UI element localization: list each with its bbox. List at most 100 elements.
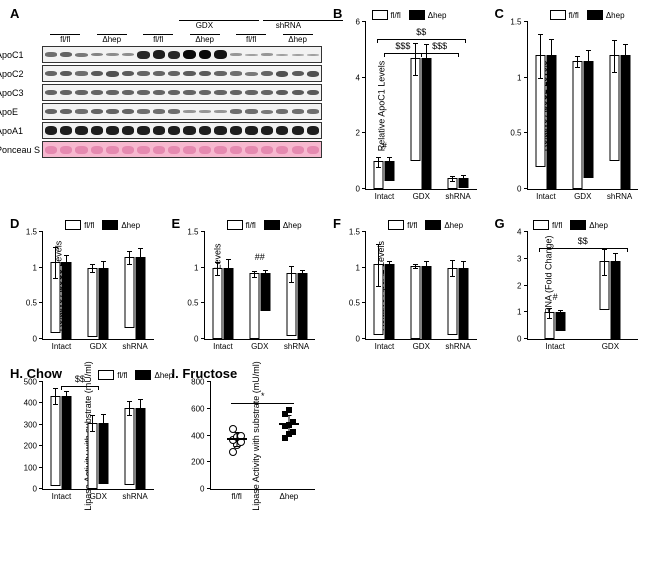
panel-A-label: A xyxy=(10,6,19,21)
annotation-bracket xyxy=(61,386,98,387)
blot-lane xyxy=(151,85,166,100)
y-tick xyxy=(201,231,205,232)
error-bar xyxy=(55,388,56,405)
legend-flfl: fl/fl xyxy=(117,371,127,380)
legend-dhep: Δhep xyxy=(283,221,302,230)
blot-row-ApoC2: ApoC2 xyxy=(42,65,322,82)
blot-band xyxy=(45,126,57,135)
blot-band xyxy=(75,126,87,135)
blot-band xyxy=(153,146,165,154)
annotation: # xyxy=(382,141,387,151)
error-bar xyxy=(236,432,237,447)
bar-group-Intact xyxy=(51,396,72,489)
blot-lane xyxy=(197,66,212,81)
bar-dhep xyxy=(620,55,630,189)
blot-lane xyxy=(182,123,197,138)
blot-lane xyxy=(120,104,135,119)
blot-lane xyxy=(259,47,274,62)
blot-sub-1: Δhep xyxy=(88,34,134,44)
error-bar xyxy=(129,401,130,416)
bar-dhep xyxy=(260,273,270,311)
blot-band xyxy=(122,109,134,114)
y-tick-label: 4 xyxy=(517,228,521,237)
blot-band xyxy=(245,90,257,95)
blot-lane xyxy=(213,47,228,62)
x-tick-label: shRNA xyxy=(445,342,470,351)
bar-group-shRNA xyxy=(448,268,469,339)
y-tick xyxy=(207,461,211,462)
blot-band xyxy=(292,54,304,56)
blot-band xyxy=(137,71,149,76)
bar-group-GDX xyxy=(88,423,109,489)
y-tick-label: 2 xyxy=(356,129,360,138)
legend-flfl: fl/fl xyxy=(569,11,579,20)
blot-band xyxy=(122,71,134,77)
blot-band xyxy=(60,146,72,154)
y-tick-label: 500 xyxy=(24,378,37,387)
y-tick xyxy=(207,381,211,382)
error-bar xyxy=(551,39,552,72)
y-tick-label: 3 xyxy=(517,254,521,263)
y-tick xyxy=(524,77,528,78)
blot-lane xyxy=(43,104,58,119)
chart-G: AR mRNA (Fold Change)01234fl/flΔhepIntac… xyxy=(527,232,639,340)
bar-flfl xyxy=(448,178,458,189)
blot-band xyxy=(230,109,242,114)
error-bar xyxy=(378,244,379,287)
blot-lane xyxy=(275,66,290,81)
chart-E: Relative ApoE Levels00.511.5fl/flΔhepInt… xyxy=(204,232,316,340)
blot-band xyxy=(137,109,149,114)
blot-lane xyxy=(290,47,305,62)
chart-legend: fl/flΔhep xyxy=(65,220,140,230)
blot-band xyxy=(183,50,195,60)
y-tick xyxy=(524,188,528,189)
y-tick-label: 0.5 xyxy=(349,299,360,308)
blot-lane xyxy=(105,66,120,81)
x-tick-label: GDX xyxy=(90,492,107,501)
blot-lane xyxy=(197,104,212,119)
blot-lane xyxy=(74,47,89,62)
blot-lane xyxy=(136,47,151,62)
blot-band xyxy=(45,146,57,154)
x-tick-label: shRNA xyxy=(122,492,147,501)
y-tick-label: 200 xyxy=(24,442,37,451)
blot-lane xyxy=(58,123,73,138)
y-tick xyxy=(524,285,528,286)
x-tick-label: shRNA xyxy=(607,192,632,201)
y-tick-label: 1.5 xyxy=(187,228,198,237)
blot-lane xyxy=(182,66,197,81)
y-tick-label: 0 xyxy=(33,485,37,494)
blot-rowlabel: ApoA1 xyxy=(0,126,42,136)
blot-lane xyxy=(305,47,320,62)
blot-strip xyxy=(42,103,322,120)
annotation: * xyxy=(261,391,265,401)
error-bar xyxy=(389,157,390,165)
blot-band xyxy=(245,109,257,114)
bar-group-shRNA xyxy=(286,273,307,339)
y-tick xyxy=(207,488,211,489)
blot-lane xyxy=(167,85,182,100)
blot-band xyxy=(45,90,57,95)
blot-lane xyxy=(105,123,120,138)
blot-band xyxy=(261,146,273,154)
error-bar xyxy=(615,253,616,269)
bar-group-shRNA xyxy=(448,178,469,189)
blot-lane xyxy=(244,142,259,157)
bar-dhep xyxy=(583,61,593,178)
blot-lane xyxy=(120,66,135,81)
blot-top-shrna: shRNA xyxy=(263,20,313,30)
blot-band xyxy=(122,90,134,95)
bar-group-Intact xyxy=(374,161,395,189)
legend-dhep: Δhep xyxy=(589,221,608,230)
y-tick xyxy=(39,467,43,468)
error-bar xyxy=(217,262,218,276)
blot-band xyxy=(91,146,103,154)
blot-sub-0: fl/fl xyxy=(42,34,88,44)
blot-rowlabel: ApoE xyxy=(0,107,42,117)
blot-lane xyxy=(74,85,89,100)
blot-strip xyxy=(42,141,322,158)
blot-lane xyxy=(213,85,228,100)
blot-lane xyxy=(89,123,104,138)
panel-B-label: B xyxy=(333,6,342,21)
blot-row-Ponceau S: Ponceau S xyxy=(42,141,322,158)
